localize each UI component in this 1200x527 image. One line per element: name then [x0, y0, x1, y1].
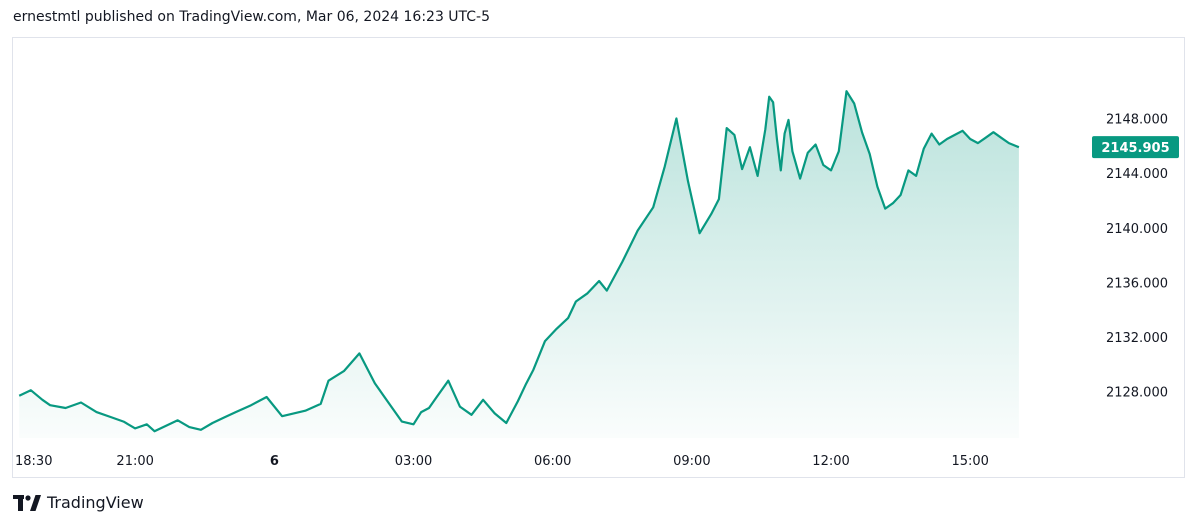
footer-brand[interactable]: TradingView: [13, 493, 144, 512]
x-tick-label: 06:00: [534, 454, 571, 469]
y-tick-label: 2148.000: [1106, 113, 1168, 128]
price-area-fill: [19, 91, 1019, 438]
x-tick-label: 21:00: [116, 454, 153, 469]
tradingview-logo-icon: [13, 494, 41, 511]
x-tick-label: 09:00: [673, 454, 710, 469]
y-tick-label: 2144.000: [1106, 167, 1168, 182]
last-price-label: 2145.905: [1101, 141, 1169, 156]
publish-header: ernestmtl published on TradingView.com, …: [13, 9, 491, 25]
y-tick-label: 2132.000: [1106, 331, 1168, 346]
x-tick-label: 6: [270, 454, 279, 469]
x-tick-label: 15:00: [951, 454, 988, 469]
last-price-badge: 2145.905: [1092, 136, 1179, 159]
x-tick-label: 18:30: [15, 454, 52, 469]
x-tick-label: 03:00: [395, 454, 432, 469]
x-tick-label: 12:00: [812, 454, 849, 469]
y-tick-label: 2128.000: [1106, 386, 1168, 401]
price-line: [18, 90, 1020, 433]
y-tick-label: 2136.000: [1106, 276, 1168, 291]
y-tick-label: 2140.000: [1106, 222, 1168, 237]
footer-brand-label: TradingView: [47, 493, 144, 512]
chart-frame: [12, 37, 1185, 478]
